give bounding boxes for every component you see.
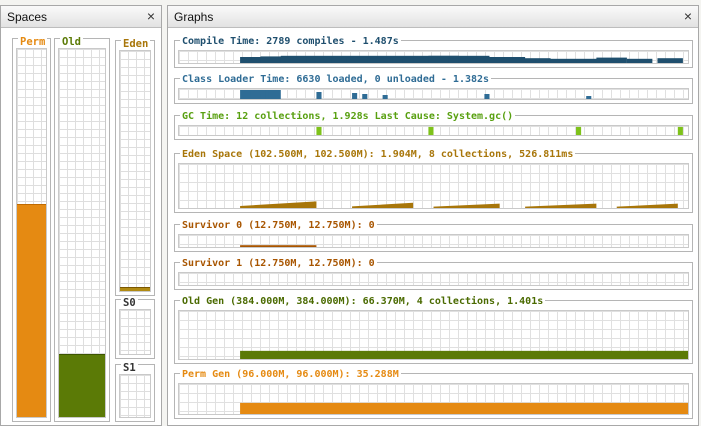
- permgen-usage-bar: [240, 402, 688, 414]
- classloader-spike: [382, 95, 388, 99]
- eden-sawtooth-segment: [240, 201, 317, 208]
- oldgen-svg: [240, 350, 688, 359]
- eden-svg: [240, 201, 678, 208]
- gc-time-label: GC Time: 12 collections, 1.928s Last Cau…: [180, 111, 516, 123]
- eden-sawtooth-segment: [433, 203, 500, 208]
- s0-label: S0: [121, 297, 138, 309]
- classloader-spike: [268, 90, 281, 99]
- class-loader-plot: [178, 88, 689, 100]
- s0-svg: [240, 245, 317, 247]
- spaces-panel: Spaces × Perm Old Eden S0 S1: [0, 5, 162, 426]
- survivor-0-graph: Survivor 0 (12.750M, 12.750M): 0: [174, 220, 693, 252]
- compile-time-graph: Compile Time: 2789 compiles - 1.487s: [174, 36, 693, 68]
- gc-time-graph: GC Time: 12 collections, 1.928s Last Cau…: [174, 111, 693, 140]
- compile-spike: [550, 59, 582, 63]
- perm-fill: [17, 203, 46, 417]
- s1-label: S1: [121, 362, 138, 374]
- permgen-svg: [240, 402, 688, 414]
- graphs-title: Graphs: [174, 10, 214, 24]
- old-column: Old: [54, 36, 110, 422]
- gc-spike: [677, 126, 683, 135]
- old-gen-label: Old Gen (384.000M, 384.000M): 66.370M, 4…: [180, 296, 546, 308]
- perm-gen-label: Perm Gen (96.000M, 96.000M): 35.288M: [180, 369, 401, 381]
- compile-spike: [626, 58, 653, 63]
- s1-grid: [119, 374, 151, 418]
- compile-time-plot: [178, 50, 689, 64]
- survivor-1-graph: Survivor 1 (12.750M, 12.750M): 0: [174, 258, 693, 290]
- s0-grid: [119, 309, 151, 355]
- compile-spike: [576, 58, 607, 63]
- classloader-spike: [316, 92, 322, 99]
- oldgen-usage-bar: [240, 350, 688, 359]
- survivor-1-label: Survivor 1 (12.750M, 12.750M): 0: [180, 258, 377, 270]
- classloader-spike: [586, 96, 592, 99]
- eden-sawtooth-segment: [616, 203, 678, 208]
- gc-spike: [316, 126, 322, 135]
- graphs-close-icon[interactable]: ×: [683, 8, 692, 24]
- eden-sawtooth-segment: [525, 203, 597, 208]
- s1-svg: [179, 273, 688, 285]
- eden-label: Eden: [121, 38, 151, 50]
- class-loader-graph: Class Loader Time: 6630 loaded, 0 unload…: [174, 74, 693, 104]
- compile-spike: [484, 57, 526, 63]
- compile-svg: [240, 55, 683, 63]
- gc-svg: [316, 126, 683, 135]
- old-label: Old: [60, 36, 83, 48]
- gc-spike: [428, 126, 434, 135]
- eden-fill: [120, 287, 150, 291]
- compile-time-label: Compile Time: 2789 compiles - 1.487s: [180, 36, 401, 48]
- gc-spike: [576, 126, 582, 135]
- classloader-spike: [484, 94, 490, 99]
- perm-label: Perm: [18, 36, 48, 48]
- spaces-title: Spaces: [7, 10, 48, 24]
- perm-gen-graph: Perm Gen (96.000M, 96.000M): 35.288M: [174, 369, 693, 419]
- spaces-close-icon[interactable]: ×: [146, 8, 155, 24]
- compile-spike: [509, 58, 551, 63]
- compile-spike: [596, 57, 627, 63]
- s0-column: S0: [115, 297, 155, 359]
- compile-spike: [657, 58, 683, 63]
- survivor-0-label: Survivor 0 (12.750M, 12.750M): 0: [180, 220, 377, 232]
- s1-column: S1: [115, 362, 155, 422]
- eden-space-label: Eden Space (102.500M, 102.500M): 1.904M,…: [180, 149, 576, 161]
- classloader-spike: [362, 94, 368, 99]
- class-loader-label: Class Loader Time: 6630 loaded, 0 unload…: [180, 74, 492, 86]
- survivor-1-plot: [178, 272, 689, 286]
- old-gen-plot: [178, 310, 689, 360]
- perm-column: Perm: [12, 36, 51, 422]
- perm-grid: [16, 48, 47, 418]
- old-fill: [59, 354, 105, 417]
- survivor-0-plot: [178, 234, 689, 248]
- spaces-titlebar: Spaces ×: [1, 6, 161, 28]
- classloader-spike: [352, 93, 358, 99]
- eden-grid: [119, 50, 151, 292]
- gc-time-plot: [178, 125, 689, 136]
- perm-gen-plot: [178, 383, 689, 415]
- old-grid: [58, 48, 106, 418]
- old-gen-graph: Old Gen (384.000M, 384.000M): 66.370M, 4…: [174, 296, 693, 364]
- classloader-svg: [240, 90, 592, 99]
- eden-sawtooth-segment: [352, 202, 414, 208]
- eden-column: Eden: [115, 38, 155, 296]
- s0-usage-bar: [240, 245, 317, 247]
- eden-space-graph: Eden Space (102.500M, 102.500M): 1.904M,…: [174, 149, 693, 213]
- graphs-titlebar: Graphs ×: [168, 6, 698, 28]
- eden-space-plot: [178, 163, 689, 209]
